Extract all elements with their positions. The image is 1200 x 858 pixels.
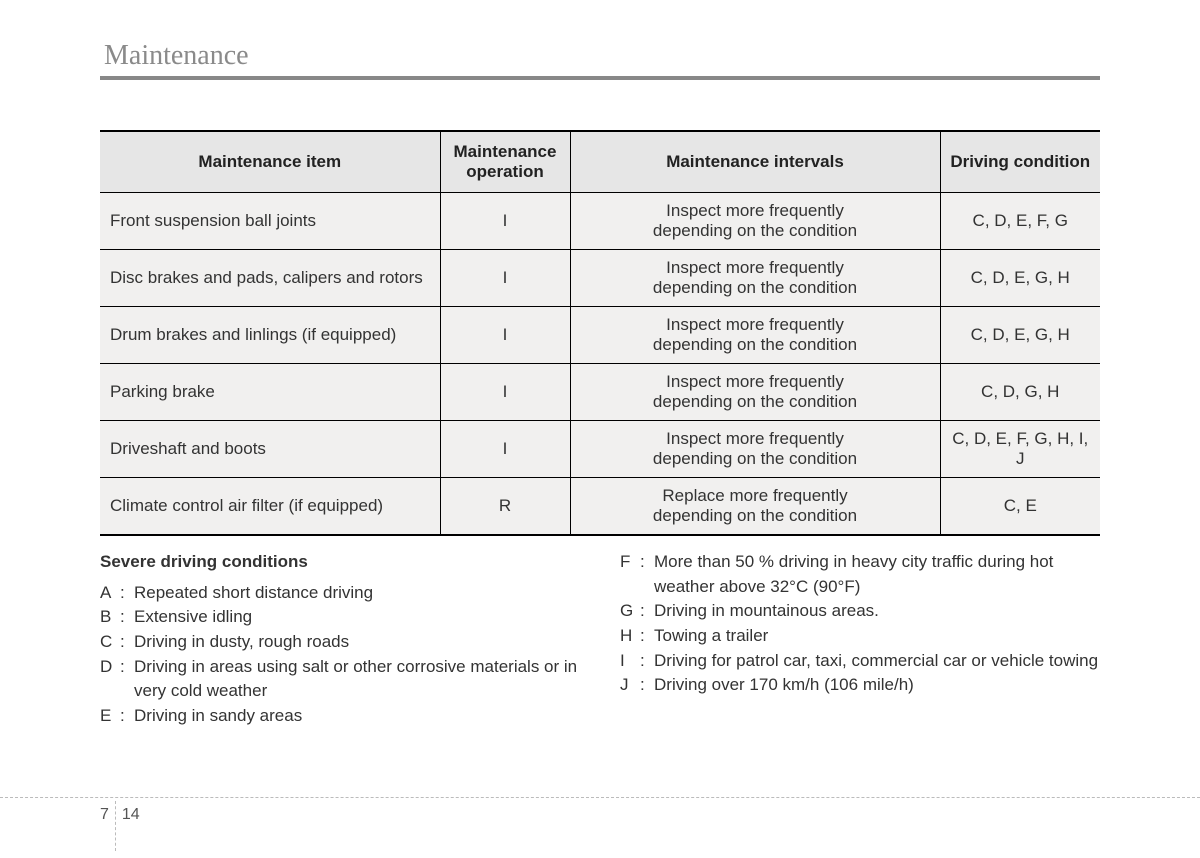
page-footer-rule: 7 14: [0, 797, 1200, 798]
table-row: Drum brakes and linlings (if equipped)II…: [100, 307, 1100, 364]
cell-operation: I: [440, 307, 570, 364]
page-number-value: 14: [122, 806, 140, 824]
condition-sep: :: [120, 655, 134, 704]
conditions-right-list: F:More than 50 % driving in heavy city t…: [620, 550, 1100, 698]
col-header-item: Maintenance item: [100, 131, 440, 193]
table-row: Parking brakeIInspect more frequentlydep…: [100, 364, 1100, 421]
condition-sep: :: [640, 599, 654, 624]
condition-sep: :: [640, 550, 654, 599]
condition-sep: :: [640, 673, 654, 698]
condition-text: Driving in dusty, rough roads: [134, 630, 580, 655]
condition-sep: :: [120, 704, 134, 729]
condition-item: H:Towing a trailer: [620, 624, 1100, 649]
cell-item: Climate control air filter (if equipped): [100, 478, 440, 536]
condition-key: J: [620, 673, 640, 698]
table-row: Climate control air filter (if equipped)…: [100, 478, 1100, 536]
cell-item: Drum brakes and linlings (if equipped): [100, 307, 440, 364]
condition-text: Towing a trailer: [654, 624, 1100, 649]
condition-item: B:Extensive idling: [100, 605, 580, 630]
condition-text: Extensive idling: [134, 605, 580, 630]
conditions-block: Severe driving conditions A:Repeated sho…: [100, 550, 1100, 728]
condition-item: E:Driving in sandy areas: [100, 704, 580, 729]
cell-condition: C, E: [940, 478, 1100, 536]
condition-item: A:Repeated short distance driving: [100, 581, 580, 606]
conditions-title: Severe driving conditions: [100, 550, 580, 575]
cell-operation: I: [440, 193, 570, 250]
condition-key: A: [100, 581, 120, 606]
cell-operation: R: [440, 478, 570, 536]
cell-condition: C, D, G, H: [940, 364, 1100, 421]
condition-text: More than 50 % driving in heavy city tra…: [654, 550, 1100, 599]
cell-interval: Replace more frequentlydepending on the …: [570, 478, 940, 536]
cell-condition: C, D, E, F, G: [940, 193, 1100, 250]
cell-operation: I: [440, 421, 570, 478]
cell-item: Parking brake: [100, 364, 440, 421]
condition-key: E: [100, 704, 120, 729]
cell-interval: Inspect more frequentlydepending on the …: [570, 421, 940, 478]
condition-sep: :: [120, 605, 134, 630]
condition-key: C: [100, 630, 120, 655]
condition-item: D:Driving in areas using salt or other c…: [100, 655, 580, 704]
condition-item: I:Driving for patrol car, taxi, commerci…: [620, 649, 1100, 674]
cell-condition: C, D, E, G, H: [940, 250, 1100, 307]
condition-text: Driving in areas using salt or other cor…: [134, 655, 580, 704]
conditions-left-col: Severe driving conditions A:Repeated sho…: [100, 550, 580, 728]
condition-key: G: [620, 599, 640, 624]
chapter-number: 7: [100, 806, 109, 824]
conditions-left-list: A:Repeated short distance drivingB:Exten…: [100, 581, 580, 729]
condition-sep: :: [120, 581, 134, 606]
condition-text: Driving in mountainous areas.: [654, 599, 1100, 624]
condition-item: F:More than 50 % driving in heavy city t…: [620, 550, 1100, 599]
table-row: Driveshaft and bootsIInspect more freque…: [100, 421, 1100, 478]
condition-item: G:Driving in mountainous areas.: [620, 599, 1100, 624]
condition-text: Driving for patrol car, taxi, commercial…: [654, 649, 1100, 674]
cell-item: Front suspension ball joints: [100, 193, 440, 250]
page-content: Maintenance Maintenance item Maintenance…: [0, 0, 1200, 728]
cell-item: Disc brakes and pads, calipers and rotor…: [100, 250, 440, 307]
table-body: Front suspension ball jointsIInspect mor…: [100, 193, 1100, 536]
condition-text: Driving in sandy areas: [134, 704, 580, 729]
condition-key: F: [620, 550, 640, 599]
cell-condition: C, D, E, F, G, H, I, J: [940, 421, 1100, 478]
page-number: 7 14: [100, 806, 140, 824]
cell-interval: Inspect more frequentlydepending on the …: [570, 250, 940, 307]
table-header-row: Maintenance item Maintenanceoperation Ma…: [100, 131, 1100, 193]
condition-key: H: [620, 624, 640, 649]
cell-item: Driveshaft and boots: [100, 421, 440, 478]
condition-key: D: [100, 655, 120, 704]
conditions-right-col: F:More than 50 % driving in heavy city t…: [620, 550, 1100, 728]
section-title: Maintenance: [100, 40, 1100, 72]
condition-sep: :: [640, 624, 654, 649]
condition-sep: :: [640, 649, 654, 674]
col-header-operation: Maintenanceoperation: [440, 131, 570, 193]
cell-interval: Inspect more frequentlydepending on the …: [570, 364, 940, 421]
cell-interval: Inspect more frequentlydepending on the …: [570, 193, 940, 250]
title-rule: [100, 76, 1100, 80]
table-row: Disc brakes and pads, calipers and rotor…: [100, 250, 1100, 307]
condition-text: Repeated short distance driving: [134, 581, 580, 606]
cell-interval: Inspect more frequentlydepending on the …: [570, 307, 940, 364]
table-row: Front suspension ball jointsIInspect mor…: [100, 193, 1100, 250]
condition-key: B: [100, 605, 120, 630]
col-header-intervals: Maintenance intervals: [570, 131, 940, 193]
cell-operation: I: [440, 250, 570, 307]
maintenance-table: Maintenance item Maintenanceoperation Ma…: [100, 130, 1100, 536]
page-sep: [115, 801, 116, 851]
condition-text: Driving over 170 km/h (106 mile/h): [654, 673, 1100, 698]
condition-sep: :: [120, 630, 134, 655]
cell-condition: C, D, E, G, H: [940, 307, 1100, 364]
condition-item: C:Driving in dusty, rough roads: [100, 630, 580, 655]
condition-key: I: [620, 649, 640, 674]
condition-item: J:Driving over 170 km/h (106 mile/h): [620, 673, 1100, 698]
col-header-condition: Driving condition: [940, 131, 1100, 193]
cell-operation: I: [440, 364, 570, 421]
